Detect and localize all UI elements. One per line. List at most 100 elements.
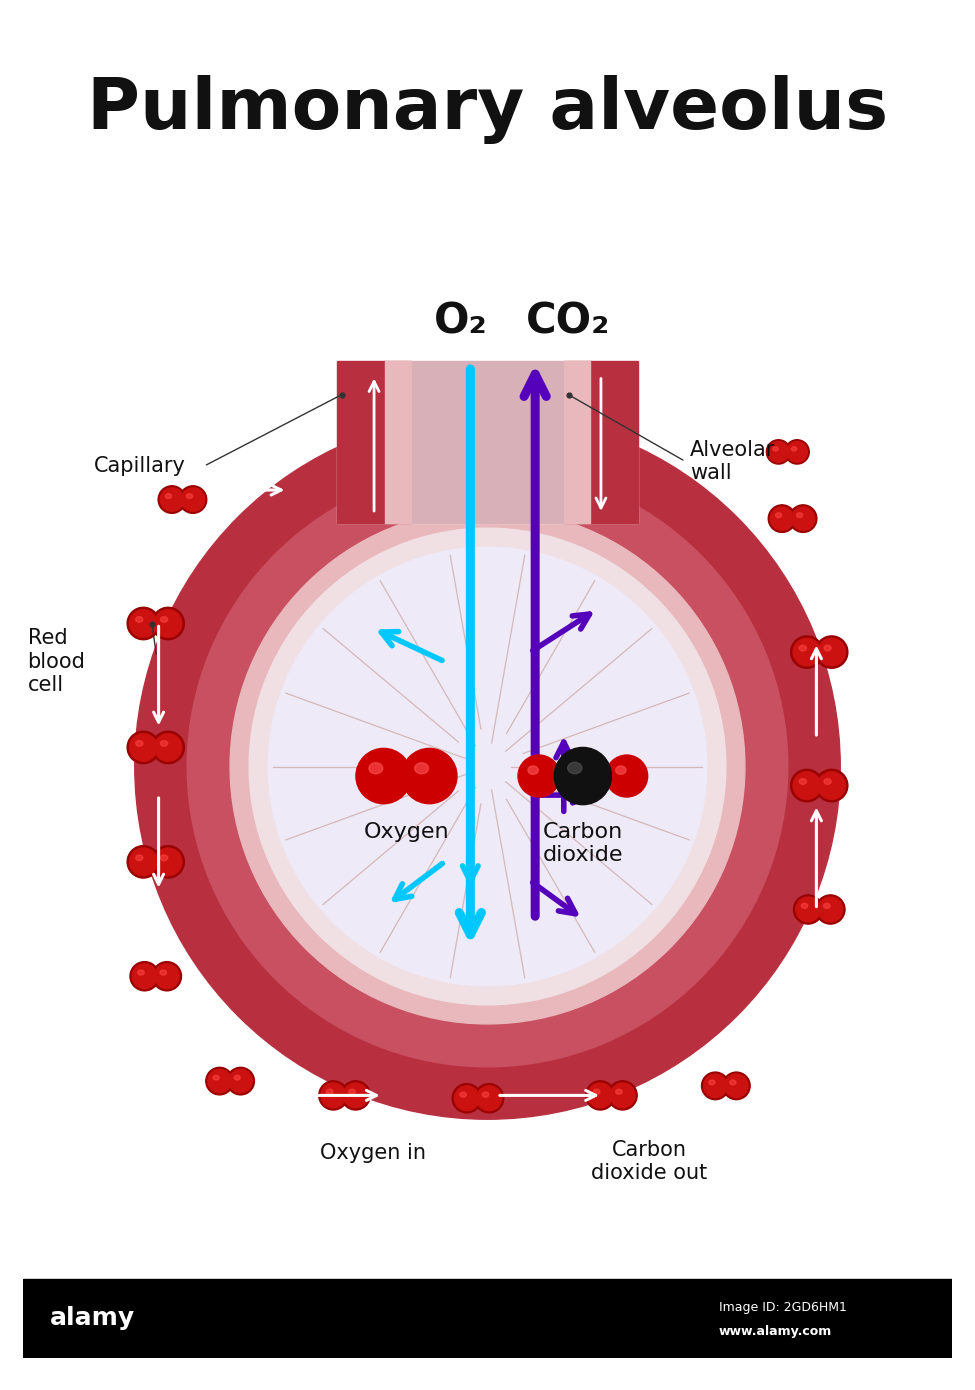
Circle shape <box>475 1084 504 1113</box>
Ellipse shape <box>186 493 193 499</box>
Circle shape <box>135 414 840 1119</box>
Circle shape <box>230 509 745 1024</box>
Circle shape <box>154 734 182 762</box>
Circle shape <box>702 1072 729 1099</box>
Text: Carbon
dioxide out: Carbon dioxide out <box>592 1140 708 1183</box>
Ellipse shape <box>349 1090 355 1094</box>
Ellipse shape <box>730 1080 736 1084</box>
Ellipse shape <box>160 970 167 976</box>
Circle shape <box>130 734 157 762</box>
Ellipse shape <box>369 763 383 774</box>
Bar <box>384 361 411 524</box>
Ellipse shape <box>136 855 143 860</box>
Circle shape <box>818 771 845 799</box>
Circle shape <box>343 1083 368 1108</box>
Ellipse shape <box>797 513 802 517</box>
Text: www.alamy.com: www.alamy.com <box>719 1325 832 1339</box>
Circle shape <box>785 439 809 464</box>
Bar <box>411 361 564 524</box>
Ellipse shape <box>615 766 626 774</box>
Ellipse shape <box>327 1090 333 1094</box>
Circle shape <box>250 528 725 1005</box>
Ellipse shape <box>824 645 832 651</box>
Circle shape <box>187 466 788 1066</box>
Circle shape <box>793 638 821 666</box>
Ellipse shape <box>213 1076 219 1080</box>
Circle shape <box>127 731 160 763</box>
Circle shape <box>208 1069 231 1093</box>
Circle shape <box>356 748 411 803</box>
Circle shape <box>610 1083 635 1108</box>
Ellipse shape <box>161 617 168 623</box>
Circle shape <box>791 769 823 802</box>
Ellipse shape <box>594 1090 600 1094</box>
Circle shape <box>791 635 823 669</box>
Circle shape <box>477 1086 501 1111</box>
Circle shape <box>605 755 647 796</box>
Circle shape <box>268 548 707 986</box>
Circle shape <box>794 895 823 924</box>
Circle shape <box>796 897 821 922</box>
Circle shape <box>518 755 560 796</box>
Ellipse shape <box>792 446 797 450</box>
Circle shape <box>154 848 182 876</box>
Ellipse shape <box>801 904 807 909</box>
Ellipse shape <box>166 493 172 499</box>
Circle shape <box>768 442 789 463</box>
Circle shape <box>152 731 184 763</box>
Circle shape <box>816 895 845 924</box>
Ellipse shape <box>483 1093 488 1097</box>
Circle shape <box>154 963 179 988</box>
Bar <box>337 361 411 524</box>
Circle shape <box>181 488 205 512</box>
Text: Red
blood
cell: Red blood cell <box>27 628 86 695</box>
Circle shape <box>454 1086 479 1111</box>
Circle shape <box>319 1081 348 1111</box>
Ellipse shape <box>234 1076 240 1080</box>
Ellipse shape <box>136 741 143 746</box>
Circle shape <box>152 962 181 991</box>
Circle shape <box>179 485 207 513</box>
Ellipse shape <box>824 904 830 909</box>
Circle shape <box>229 1069 253 1093</box>
Circle shape <box>554 748 611 805</box>
Circle shape <box>766 439 791 464</box>
Ellipse shape <box>775 513 782 517</box>
Circle shape <box>130 848 157 876</box>
Circle shape <box>815 769 848 802</box>
Circle shape <box>206 1068 233 1095</box>
Text: O₂: O₂ <box>434 300 488 342</box>
Circle shape <box>724 1074 748 1098</box>
Circle shape <box>154 610 182 637</box>
Bar <box>564 361 638 524</box>
Circle shape <box>130 962 159 991</box>
Ellipse shape <box>136 617 143 623</box>
Circle shape <box>341 1081 370 1111</box>
Circle shape <box>321 1083 346 1108</box>
Circle shape <box>787 442 807 463</box>
Ellipse shape <box>161 741 168 746</box>
Circle shape <box>768 505 796 532</box>
Circle shape <box>793 771 821 799</box>
Text: Capillary: Capillary <box>95 456 186 477</box>
Ellipse shape <box>709 1080 715 1084</box>
Circle shape <box>722 1072 750 1099</box>
Circle shape <box>160 488 183 512</box>
Bar <box>564 361 591 524</box>
Ellipse shape <box>773 446 778 450</box>
Text: Oxygen in: Oxygen in <box>320 1143 426 1163</box>
Ellipse shape <box>800 645 806 651</box>
Circle shape <box>127 607 160 639</box>
Circle shape <box>586 1081 615 1111</box>
Circle shape <box>133 963 157 988</box>
Text: CO₂: CO₂ <box>526 300 610 342</box>
Ellipse shape <box>567 762 582 774</box>
Ellipse shape <box>800 778 806 784</box>
Circle shape <box>704 1074 727 1098</box>
Ellipse shape <box>824 778 832 784</box>
Circle shape <box>452 1084 482 1113</box>
Circle shape <box>158 485 185 513</box>
Text: alamy: alamy <box>50 1307 135 1330</box>
Circle shape <box>227 1068 254 1095</box>
Text: Oxygen: Oxygen <box>364 821 449 842</box>
